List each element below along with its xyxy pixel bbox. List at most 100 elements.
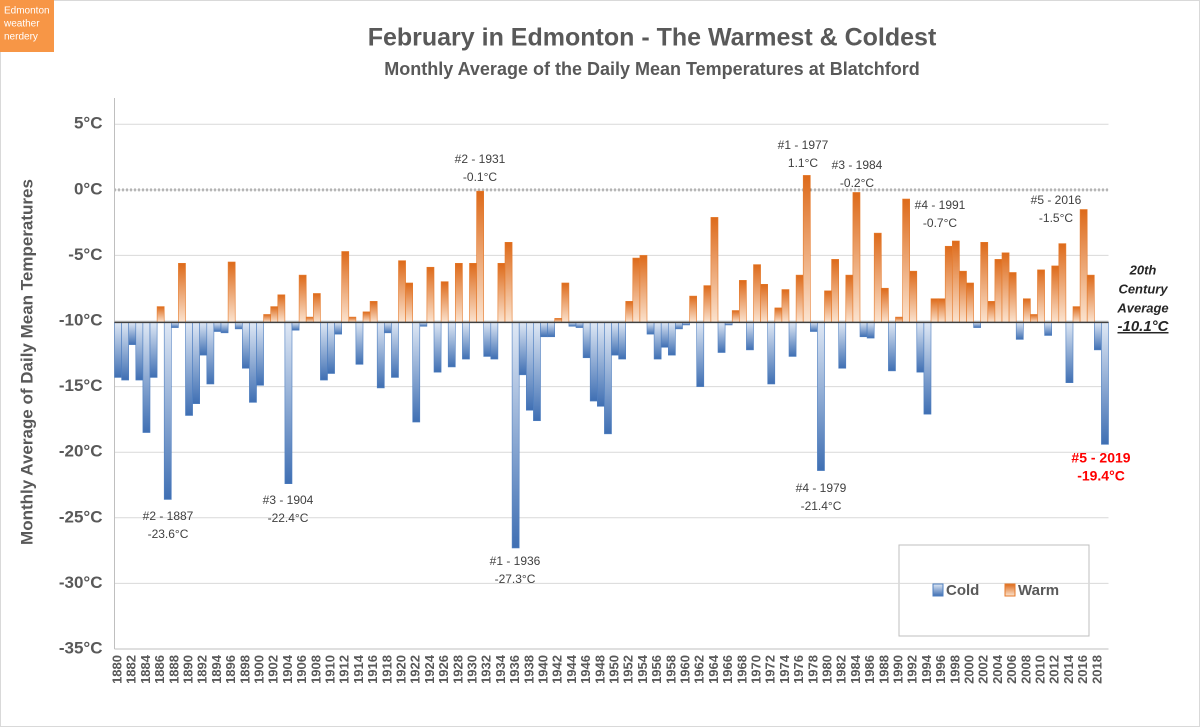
x-tick-label: 1896 <box>223 655 238 684</box>
bar <box>327 322 335 374</box>
bar <box>504 242 513 323</box>
x-tick-label: 1932 <box>479 655 494 684</box>
bar <box>951 240 960 323</box>
badge-text: weather <box>3 19 40 30</box>
baseline-title: Century <box>1118 281 1168 296</box>
x-tick-label: 2016 <box>1075 655 1090 684</box>
bar <box>398 260 406 323</box>
bar <box>966 282 974 323</box>
x-tick-label: 1910 <box>322 655 337 684</box>
bar <box>1101 322 1109 445</box>
x-tick-label: 1882 <box>124 655 139 684</box>
annotation-value: -27.3°C <box>495 572 536 586</box>
bar <box>596 322 605 407</box>
bar <box>369 301 378 323</box>
bar <box>277 294 286 323</box>
bar <box>291 322 300 331</box>
bar <box>909 270 918 323</box>
x-tick-label: 1884 <box>138 654 153 684</box>
bar <box>440 281 449 323</box>
x-tick-label: 1892 <box>195 655 210 684</box>
bar <box>348 316 357 323</box>
bar <box>511 322 520 549</box>
bar <box>284 322 293 485</box>
x-tick-label: 1914 <box>351 654 366 684</box>
x-tick-label: 1894 <box>209 654 224 684</box>
bar <box>781 289 790 323</box>
x-tick-label: 1976 <box>791 655 806 684</box>
bar <box>383 322 392 334</box>
bar <box>412 322 421 423</box>
annotation-value: 1.1°C <box>788 156 818 170</box>
bar <box>873 232 882 323</box>
annotation-value: -0.7°C <box>923 216 957 230</box>
x-tick-label: 1922 <box>408 655 423 684</box>
chart-title: February in Edmonton - The Warmest & Col… <box>368 24 937 52</box>
bar <box>802 175 811 323</box>
annotation-value: -21.4°C <box>801 499 842 513</box>
bar <box>902 198 910 323</box>
x-tick-label: 1968 <box>734 655 749 684</box>
bar <box>753 264 761 323</box>
x-tick-label: 1926 <box>436 655 451 684</box>
bar <box>980 242 989 323</box>
x-tick-label: 1982 <box>834 655 849 684</box>
annotation: #1 - 1977 <box>778 138 829 152</box>
bar <box>213 322 222 332</box>
annotation: #3 - 1904 <box>263 493 314 507</box>
bar <box>518 322 527 376</box>
bar <box>703 285 712 323</box>
x-tick-label: 1908 <box>308 655 323 684</box>
x-tick-label: 2018 <box>1089 655 1104 684</box>
bar <box>426 266 435 323</box>
annotation: #1 - 1936 <box>490 554 541 568</box>
bar <box>852 192 861 323</box>
x-tick-label: 1998 <box>947 655 962 684</box>
x-tick-label: 1972 <box>763 655 778 684</box>
bar <box>1001 252 1010 323</box>
x-tick-label: 1944 <box>564 654 579 684</box>
badge <box>0 0 54 52</box>
x-tick-label: 1920 <box>393 655 408 684</box>
bar <box>171 322 179 328</box>
x-tick-label: 1934 <box>493 654 508 684</box>
x-tick-label: 1948 <box>592 655 607 684</box>
x-tick-label: 1964 <box>706 654 721 684</box>
bar <box>831 259 839 323</box>
bar <box>717 322 726 353</box>
x-tick-label: 1938 <box>521 655 536 684</box>
bar <box>114 322 122 378</box>
x-tick-label: 1988 <box>876 655 891 684</box>
bar <box>391 322 399 378</box>
x-tick-label: 1966 <box>720 655 735 684</box>
x-tick-label: 1990 <box>890 655 905 684</box>
bar <box>206 322 215 385</box>
x-tick-label: 1942 <box>550 655 565 684</box>
bar <box>163 322 172 500</box>
x-tick-label: 1924 <box>422 654 437 684</box>
bar <box>156 306 165 323</box>
bar <box>433 322 442 373</box>
x-tick-label: 1962 <box>692 655 707 684</box>
annotation: #3 - 1984 <box>832 158 883 172</box>
baseline-title: Average <box>1116 300 1168 315</box>
bar <box>547 322 555 338</box>
x-tick-label: 1958 <box>663 655 678 684</box>
bar <box>1094 322 1102 351</box>
bar <box>923 322 932 415</box>
bar <box>575 322 584 328</box>
bar <box>142 322 151 433</box>
x-tick-label: 1930 <box>464 655 479 684</box>
bar <box>540 322 548 338</box>
x-tick-label: 1974 <box>777 654 792 684</box>
bar <box>263 314 272 323</box>
x-tick-label: 1980 <box>819 655 834 684</box>
bar <box>895 316 903 323</box>
bar <box>675 322 683 330</box>
bar <box>611 322 619 356</box>
y-tick-label: -20°C <box>59 442 103 461</box>
annotation-value: -22.4°C <box>268 511 309 525</box>
bar <box>639 255 648 323</box>
bar <box>646 322 655 335</box>
x-tick-label: 1900 <box>251 655 266 684</box>
